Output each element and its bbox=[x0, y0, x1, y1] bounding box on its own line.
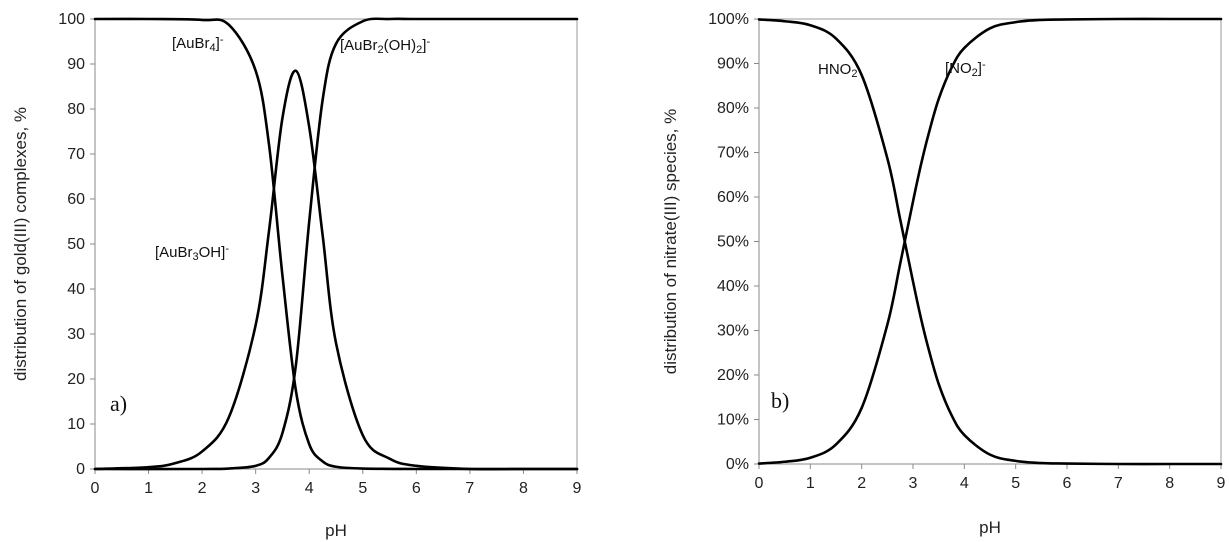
series-line-hno2 bbox=[759, 19, 1221, 464]
y-tick-label: 60% bbox=[717, 189, 749, 206]
y-tick-label: 20% bbox=[717, 367, 749, 384]
y-tick-label: 30% bbox=[717, 323, 749, 340]
y-tick-label: 0% bbox=[726, 456, 749, 473]
x-tick-label: 6 bbox=[1063, 475, 1072, 492]
y-axis-title-a: distribution of gold(III) complexes, % bbox=[11, 107, 30, 381]
series-label: [AuBr2(OH)2]- bbox=[340, 36, 430, 56]
chart-a: 0 1 2 3 4 5 6 7 8 90102030405060708090100pHdistri… bbox=[11, 11, 582, 540]
y-tick-label: 70% bbox=[717, 145, 749, 162]
x-tick-label: 0 bbox=[755, 475, 764, 492]
y-axis-title-b: distribution of nitrate(III) species, % bbox=[661, 109, 680, 375]
x-axis-title-b: pH bbox=[979, 518, 1001, 537]
y-tick-label: 80% bbox=[717, 100, 749, 117]
series-label: HNO2 bbox=[818, 61, 857, 80]
x-tick-label: 5 bbox=[1011, 475, 1020, 492]
x-tick-label: 2 bbox=[857, 475, 866, 492]
chart-b: 0 1 2 3 4 5 6 7 8 90%10%20%30%40%50%60%70%80%90%1… bbox=[661, 11, 1226, 537]
x-tick-label: 6 bbox=[412, 480, 421, 497]
x-tick-label: 2 bbox=[198, 480, 207, 497]
y-tick-label: 10% bbox=[717, 412, 749, 429]
x-tick-label: 1 bbox=[806, 475, 815, 492]
x-tick-label: 7 bbox=[1114, 475, 1123, 492]
x-tick-label: 8 bbox=[519, 480, 528, 497]
series-line-aubr3oh bbox=[95, 71, 577, 470]
x-tick-label: 3 bbox=[251, 480, 260, 497]
series-label: [NO2]- bbox=[945, 59, 986, 79]
y-tick-label: 40% bbox=[717, 278, 749, 295]
y-tick-label: 100% bbox=[708, 11, 749, 28]
y-tick-label: 90% bbox=[717, 56, 749, 73]
panel-label-a: a) bbox=[110, 391, 127, 416]
y-tick-label: 10 bbox=[67, 416, 85, 433]
y-tick-label: 20 bbox=[67, 371, 85, 388]
x-tick-label: 8 bbox=[1165, 475, 1174, 492]
series-label: [AuBr3OH]- bbox=[155, 243, 229, 263]
x-tick-label: 1 bbox=[144, 480, 153, 497]
y-tick-label: 50% bbox=[717, 234, 749, 251]
series-label: [AuBr4]- bbox=[172, 34, 224, 54]
x-tick-label: 4 bbox=[305, 480, 314, 497]
y-tick-label: 50 bbox=[67, 236, 85, 253]
y-tick-label: 70 bbox=[67, 146, 85, 163]
x-tick-label: 0 bbox=[91, 480, 100, 497]
x-tick-label: 5 bbox=[358, 480, 367, 497]
x-tick-label: 4 bbox=[960, 475, 969, 492]
x-tick-label: 7 bbox=[465, 480, 474, 497]
x-tick-label: 3 bbox=[909, 475, 918, 492]
y-tick-label: 80 bbox=[67, 101, 85, 118]
plot-frame-b bbox=[759, 19, 1221, 464]
y-tick-label: 30 bbox=[67, 326, 85, 343]
y-tick-label: 60 bbox=[67, 191, 85, 208]
y-tick-label: 100 bbox=[58, 11, 85, 28]
panel-label-b: b) bbox=[771, 388, 789, 413]
x-tick-label: 9 bbox=[573, 480, 582, 497]
y-tick-label: 90 bbox=[67, 56, 85, 73]
y-tick-label: 40 bbox=[67, 281, 85, 298]
x-axis-title-a: pH bbox=[325, 521, 347, 540]
series-line-no2 bbox=[759, 19, 1221, 464]
y-tick-label: 0 bbox=[76, 461, 85, 478]
x-tick-label: 9 bbox=[1217, 475, 1226, 492]
